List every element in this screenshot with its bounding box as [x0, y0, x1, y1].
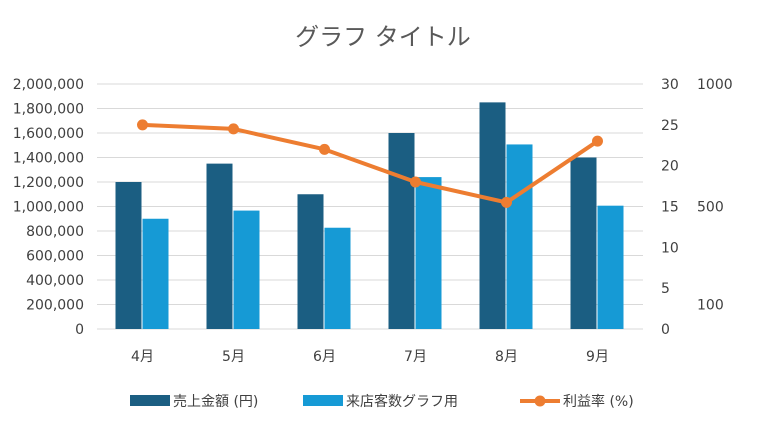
y-right-tick-label: 15	[661, 200, 679, 216]
bar-visitors	[142, 218, 169, 329]
y-right-tick-label: 0	[661, 322, 670, 338]
bar-visitors	[324, 227, 351, 329]
y-left-tick-label: 1,000,000	[13, 200, 84, 216]
y-left-tick-label: 400,000	[26, 273, 84, 289]
y-right-tick-label: 20	[661, 159, 679, 175]
y-left-tick-label: 0	[75, 322, 84, 338]
bar-visitors	[506, 144, 533, 329]
bar-visitors	[233, 210, 260, 329]
profit-rate-point	[592, 135, 603, 147]
profit-rate-point	[319, 143, 330, 155]
bar-sales	[297, 194, 324, 329]
bar-sales	[388, 133, 415, 329]
legend-label: 売上金額 (円)	[173, 394, 258, 410]
x-tick-label: 9月	[586, 349, 609, 365]
y-left-tick-label: 1,200,000	[13, 175, 84, 191]
y-right-tick-label: 25	[661, 118, 679, 134]
legend-marker	[534, 395, 546, 407]
y-left-tick-label: 800,000	[26, 224, 84, 240]
profit-rate-line	[142, 122, 599, 205]
y-right2-tick-label: 500	[697, 200, 724, 216]
line-group	[137, 119, 603, 208]
chart-title: グラフ タイトル	[295, 23, 471, 51]
y-left-tick-label: 200,000	[26, 298, 84, 314]
x-tick-label: 4月	[131, 349, 154, 365]
x-tick-label: 6月	[313, 349, 336, 365]
y-left-tick-label: 2,000,000	[13, 77, 84, 93]
y-left-tick-label: 1,800,000	[13, 102, 84, 118]
y-right-tick-label: 30	[661, 77, 679, 93]
gridlines	[97, 83, 643, 330]
axis-labels: 0 200,000 400,000 600,000 800,000 1,000,000 1,…	[13, 77, 733, 365]
legend-swatch	[303, 395, 343, 406]
y-right-tick-label: 10	[661, 240, 679, 256]
x-tick-label: 7月	[404, 349, 427, 365]
x-tick-label: 5月	[222, 349, 245, 365]
bar-group	[115, 102, 624, 329]
y-right-tick-label: 5	[661, 281, 670, 297]
legend-label: 来店客数グラフ用	[346, 393, 458, 410]
bar-visitors	[415, 177, 442, 329]
y-left-tick-label: 600,000	[26, 249, 84, 265]
y-left-tick-label: 1,600,000	[13, 126, 84, 142]
y-right2-tick-label: 100	[697, 298, 724, 314]
legend-swatch	[130, 395, 170, 406]
bar-sales	[570, 157, 597, 329]
bar-sales	[206, 163, 233, 329]
bar-sales	[479, 102, 506, 329]
y-right2-tick-label: 1000	[697, 77, 733, 93]
y-left-tick-label: 1,400,000	[13, 151, 84, 167]
profit-rate-point	[501, 196, 512, 208]
x-tick-label: 8月	[495, 349, 518, 365]
legend: 売上金額 (円) 来店客数グラフ用 利益率 (%)	[130, 393, 634, 410]
bar-visitors	[597, 205, 624, 329]
profit-rate-point	[410, 176, 421, 188]
profit-rate-point	[137, 119, 148, 131]
profit-rate-point	[228, 123, 239, 135]
bar-sales	[115, 182, 142, 329]
legend-label: 利益率 (%)	[563, 393, 634, 410]
